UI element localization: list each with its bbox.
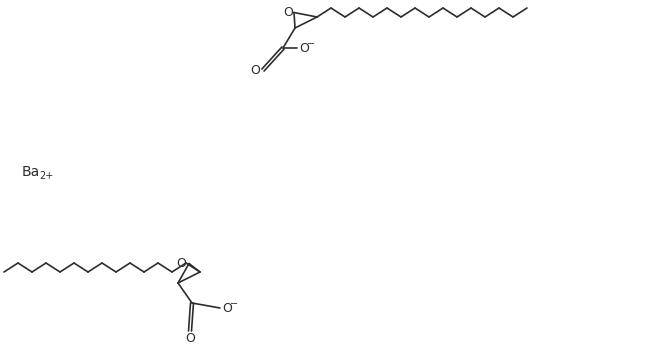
Text: O: O <box>176 257 186 270</box>
Text: O: O <box>283 6 293 19</box>
Text: O: O <box>222 302 232 314</box>
Text: O: O <box>185 331 195 344</box>
Text: O: O <box>299 41 309 54</box>
Text: 2+: 2+ <box>39 171 53 181</box>
Text: −: − <box>230 299 238 309</box>
Text: O: O <box>250 64 260 77</box>
Text: −: − <box>307 39 315 49</box>
Text: Ba: Ba <box>22 165 40 179</box>
